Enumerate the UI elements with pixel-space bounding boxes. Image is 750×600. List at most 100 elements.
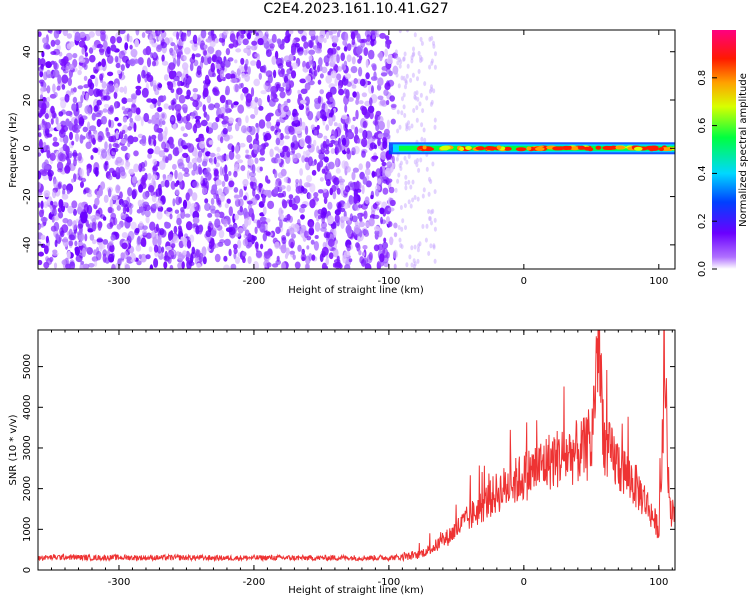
heatmap-noise-cell bbox=[71, 178, 75, 183]
heatmap-noise-cell bbox=[410, 58, 414, 64]
heatmap-noise-cell bbox=[78, 114, 83, 122]
heatmap-noise-cell bbox=[133, 150, 139, 157]
heatmap-noise-cell bbox=[180, 236, 185, 242]
heatmap-noise-cell bbox=[94, 260, 98, 267]
heatmap-noise-cell bbox=[249, 171, 256, 177]
heatmap-noise-cell bbox=[237, 227, 244, 234]
heatmap-noise-cell bbox=[203, 44, 208, 50]
heatmap-noise-cell bbox=[51, 110, 56, 119]
heatmap-noise-cell bbox=[242, 87, 249, 94]
signal-peak-cell bbox=[569, 146, 580, 151]
heatmap-noise-cell bbox=[221, 120, 228, 125]
heatmap-noise-cell bbox=[53, 48, 60, 56]
heatmap-noise-cell bbox=[52, 136, 58, 142]
heatmap-noise-cell bbox=[96, 238, 104, 243]
heatmap-noise-cell bbox=[433, 117, 437, 123]
heatmap-noise-cell bbox=[207, 222, 214, 231]
signal-peak-cell bbox=[504, 146, 512, 151]
heatmap-noise-cell bbox=[432, 43, 436, 49]
heatmap-noise-cell bbox=[321, 246, 329, 256]
heatmap-noise-cell bbox=[142, 191, 149, 200]
heatmap-noise-cell bbox=[383, 237, 387, 243]
heatmap-noise-cell bbox=[415, 105, 419, 111]
heatmap-noise-cell bbox=[136, 209, 142, 214]
heatmap-noise-cell bbox=[259, 216, 267, 222]
snr-ytick-label: 5000 bbox=[22, 354, 33, 379]
heatmap-noise-cell bbox=[146, 57, 152, 68]
heatmap-noise-cell bbox=[221, 180, 226, 187]
heatmap-noise-cell bbox=[104, 160, 109, 166]
heatmap-noise-cell bbox=[365, 72, 370, 80]
heatmap-noise-cell bbox=[265, 70, 273, 78]
heatmap-noise-cell bbox=[82, 247, 86, 258]
heatmap-noise-cell bbox=[330, 70, 337, 79]
signal-peak-cell bbox=[515, 147, 527, 152]
heatmap-noise-cell bbox=[50, 225, 57, 232]
heatmap-noise-cell bbox=[356, 188, 362, 193]
heatmap-noise-cell bbox=[214, 37, 219, 44]
heatmap-noise-cell bbox=[130, 48, 138, 58]
heatmap-noise-cell bbox=[396, 178, 400, 184]
heatmap-noise-cell bbox=[88, 87, 94, 97]
heatmap-noise-cell bbox=[246, 200, 253, 205]
heatmap-noise-cell bbox=[417, 167, 421, 173]
heatmap-noise-cell bbox=[413, 195, 417, 200]
heatmap-noise-cell bbox=[52, 69, 60, 78]
heatmap-noise-cell bbox=[369, 97, 373, 106]
heatmap-noise-cell bbox=[279, 214, 285, 221]
heatmap-noise-cell bbox=[178, 225, 182, 231]
heatmap-noise-cell bbox=[274, 146, 279, 151]
heatmap-noise-cell bbox=[394, 187, 398, 193]
heatmap-noise-cell bbox=[384, 167, 392, 178]
heatmap-noise-cell bbox=[80, 181, 84, 189]
heatmap-noise-cell bbox=[394, 49, 398, 55]
heatmap-noise-cell bbox=[371, 85, 374, 94]
heatmap-noise-cell bbox=[228, 43, 234, 49]
heatmap-noise-cell bbox=[430, 58, 434, 64]
heatmap-noise-cell bbox=[189, 62, 194, 72]
heatmap-noise-cell bbox=[40, 216, 48, 223]
heatmap-noise-cell bbox=[135, 85, 142, 90]
heatmap-noise-cell bbox=[148, 185, 155, 193]
heatmap-noise-cell bbox=[235, 144, 240, 154]
heatmap-noise-cell bbox=[255, 132, 259, 141]
heatmap-noise-cell bbox=[254, 241, 259, 249]
heatmap-noise-cell bbox=[357, 213, 361, 220]
heatmap-noise-cell bbox=[111, 194, 118, 201]
heatmap-noise-cell bbox=[375, 188, 380, 197]
heatmap-noise-cell bbox=[314, 69, 318, 77]
heatmap-noise-cell bbox=[172, 70, 176, 78]
heatmap-noise-cell bbox=[145, 45, 152, 56]
heatmap-noise-cell bbox=[237, 159, 244, 164]
heatmap-noise-cell bbox=[150, 39, 155, 45]
heatmap-noise-cell bbox=[210, 208, 216, 214]
heatmap-noise-cell bbox=[319, 109, 326, 120]
heatmap-noise-cell bbox=[92, 239, 97, 245]
heatmap-noise-cell bbox=[307, 192, 312, 200]
heatmap-noise-cell bbox=[304, 230, 309, 239]
heatmap-noise-cell bbox=[377, 95, 384, 101]
heatmap-noise-cell bbox=[191, 192, 198, 201]
heatmap-noise-cell bbox=[174, 169, 178, 180]
heatmap-noise-cell bbox=[147, 173, 152, 181]
heatmap-noise-cell bbox=[353, 78, 358, 85]
heatmap-noise-cell bbox=[233, 248, 238, 255]
heatmap-noise-cell bbox=[410, 123, 414, 129]
heatmap-noise-cell bbox=[87, 228, 94, 233]
heatmap-noise-cell bbox=[85, 131, 92, 140]
heatmap-noise-cell bbox=[101, 81, 107, 89]
heatmap-noise-cell bbox=[315, 48, 322, 54]
heatmap-noise-cell bbox=[371, 63, 377, 69]
heatmap-noise-cell bbox=[417, 243, 421, 249]
heatmap-noise-cell bbox=[263, 189, 271, 196]
heatmap-noise-cell bbox=[152, 158, 158, 166]
heatmap-noise-cell bbox=[407, 179, 411, 185]
heatmap-noise-cell bbox=[356, 243, 361, 252]
heatmap-noise-cell bbox=[157, 245, 162, 254]
heatmap-noise-cell bbox=[121, 232, 128, 239]
heatmap-noise-cell bbox=[45, 122, 51, 129]
heatmap-noise-cell bbox=[299, 178, 303, 187]
heatmap-noise-cell bbox=[53, 61, 58, 70]
heatmap-noise-cell bbox=[120, 252, 125, 259]
heatmap-noise-cell bbox=[204, 74, 210, 83]
